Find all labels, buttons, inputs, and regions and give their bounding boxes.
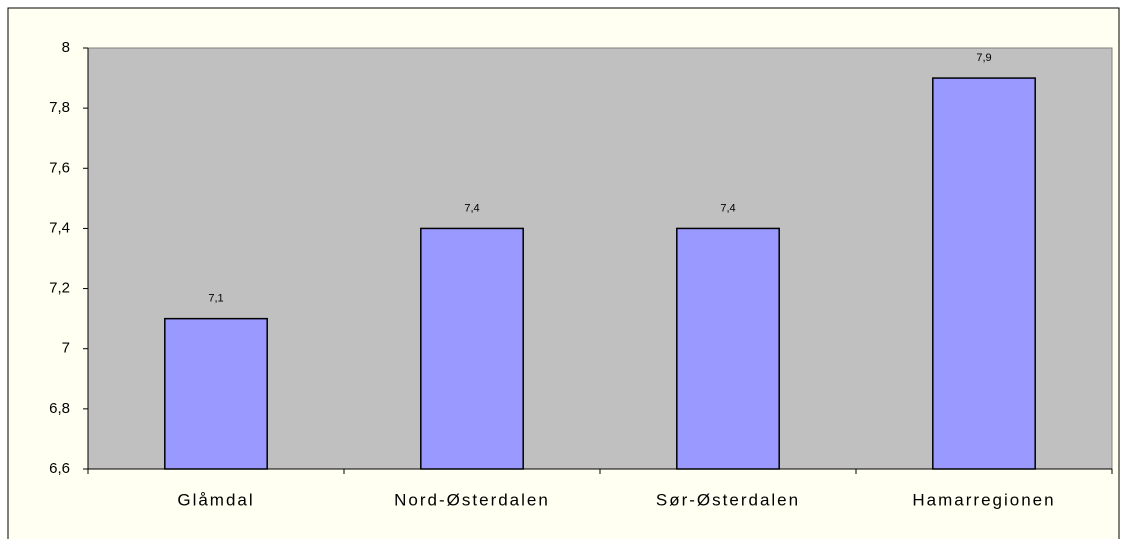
y-tick-label: 6,6	[49, 460, 70, 477]
data-label: 7,1	[208, 293, 223, 305]
x-tick-label: Sør-Østerdalen	[656, 490, 800, 509]
bar	[164, 317, 268, 470]
y-tick-label: 8	[62, 39, 70, 56]
x-tick-label: Nord-Østerdalen	[394, 490, 550, 509]
bar	[420, 227, 524, 470]
x-tick-label: Hamarregionen	[912, 490, 1055, 509]
y-tick-label: 7,2	[49, 280, 70, 297]
y-tick-label: 7	[62, 340, 70, 357]
y-tick-label: 7,8	[49, 99, 70, 116]
bar	[932, 77, 1036, 470]
bar	[676, 227, 780, 470]
y-tick-label: 6,8	[49, 400, 70, 417]
y-tick-label: 7,4	[49, 219, 70, 236]
data-label: 7,9	[976, 52, 991, 64]
data-label: 7,4	[464, 202, 479, 214]
y-tick-label: 7,6	[49, 159, 70, 176]
data-label: 7,4	[720, 202, 735, 214]
x-tick-label: Glåmdal	[177, 490, 254, 509]
